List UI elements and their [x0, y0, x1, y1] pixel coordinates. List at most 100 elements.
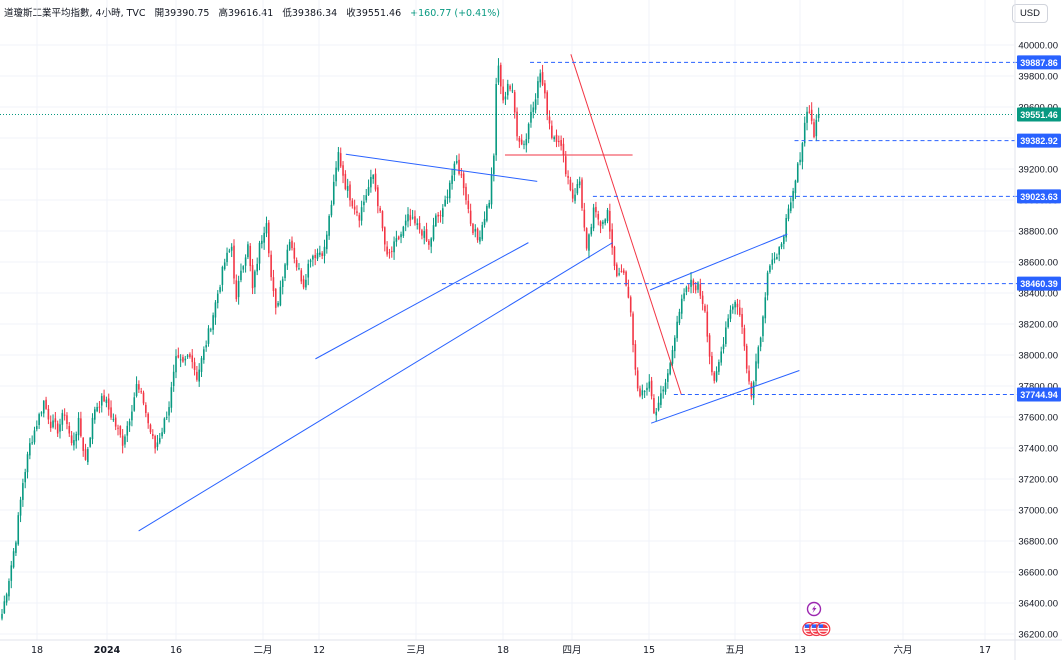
candle	[558, 135, 560, 147]
candle-body	[541, 72, 544, 85]
candle	[207, 325, 210, 347]
candle-body	[393, 241, 395, 253]
candle	[551, 120, 553, 140]
currency-button[interactable]: USD	[1011, 4, 1048, 23]
candle	[203, 346, 205, 364]
candle	[743, 324, 746, 351]
candle	[667, 368, 669, 389]
candle	[435, 213, 437, 227]
candle-body	[36, 426, 38, 430]
candle	[683, 288, 685, 302]
candle	[42, 400, 45, 418]
candle-body	[527, 123, 530, 140]
candle	[402, 225, 405, 238]
candle-body	[279, 286, 282, 306]
candle-body	[182, 357, 184, 362]
candle-body	[61, 413, 64, 425]
candle	[152, 429, 154, 440]
price-label-bg	[1017, 55, 1061, 70]
candle-body	[221, 267, 224, 285]
candle-body	[223, 262, 226, 270]
candle	[574, 188, 576, 204]
price-label-text: 39023.63	[1020, 192, 1058, 202]
candle-body	[107, 398, 110, 410]
candle	[128, 418, 131, 432]
y-tick-label: 36400.00	[1018, 599, 1058, 610]
candle	[47, 405, 50, 425]
candle-body	[300, 270, 303, 282]
candle-body	[465, 186, 467, 201]
candle-body	[806, 111, 808, 123]
candle	[274, 287, 277, 315]
candle-body	[783, 236, 785, 244]
candle-body	[326, 234, 328, 250]
candle	[660, 385, 662, 409]
candle-body	[516, 111, 518, 137]
candle-body	[31, 442, 33, 444]
candle-body	[84, 449, 87, 460]
open-label: 開	[154, 8, 165, 19]
candle-body	[588, 234, 590, 251]
candle	[576, 179, 579, 196]
price-label-text: 39887.86	[1020, 58, 1058, 68]
candle-body	[664, 382, 667, 392]
candle	[15, 540, 17, 556]
candle-body	[377, 187, 379, 207]
candle	[664, 378, 667, 395]
candle	[384, 226, 386, 252]
candle-body	[650, 380, 653, 397]
candle	[235, 274, 238, 302]
candle	[732, 303, 734, 314]
candle	[646, 382, 648, 396]
candle	[729, 305, 732, 323]
candle-body	[87, 449, 89, 463]
candle-body	[699, 284, 702, 296]
candle-body	[504, 96, 507, 100]
candle	[119, 425, 122, 438]
candle-body	[305, 279, 307, 288]
candle	[154, 434, 156, 454]
price-label: 39382.92	[1017, 133, 1061, 148]
candle-body	[145, 404, 147, 414]
candle	[305, 273, 307, 291]
candle	[597, 210, 600, 226]
candle	[493, 153, 495, 182]
candle-body	[625, 271, 627, 286]
candle	[407, 207, 409, 228]
candle-body	[776, 257, 778, 259]
candle	[757, 345, 760, 369]
candle-body	[323, 246, 326, 256]
candle-body	[203, 349, 205, 360]
candle-body	[328, 216, 330, 236]
trendline	[650, 233, 788, 291]
candle-body	[641, 390, 644, 396]
candle-body	[409, 215, 412, 221]
candle-body	[265, 223, 268, 234]
candle	[650, 376, 653, 400]
candle-body	[460, 174, 463, 176]
candle-body	[655, 411, 658, 416]
candle-body	[599, 221, 602, 227]
candle-body	[358, 215, 361, 221]
candle-body	[212, 315, 214, 330]
candle	[817, 107, 820, 122]
candle-body	[490, 174, 493, 205]
candle-body	[555, 134, 558, 143]
candle-body	[168, 407, 170, 416]
low-value: 39386.34	[291, 8, 338, 19]
us-flag-event-icon	[816, 621, 831, 637]
change-value: +160.77 (+0.41%)	[410, 8, 500, 19]
candle-body	[627, 286, 630, 298]
candle	[214, 300, 217, 325]
candle-body	[10, 565, 13, 581]
candle	[745, 343, 748, 374]
candle	[808, 105, 811, 114]
candle-body	[472, 223, 474, 234]
candle	[632, 311, 634, 353]
candle	[787, 204, 790, 222]
candle-body	[810, 109, 813, 121]
candle-body	[256, 263, 258, 272]
candle-body	[680, 298, 683, 314]
candle-body	[230, 246, 233, 251]
